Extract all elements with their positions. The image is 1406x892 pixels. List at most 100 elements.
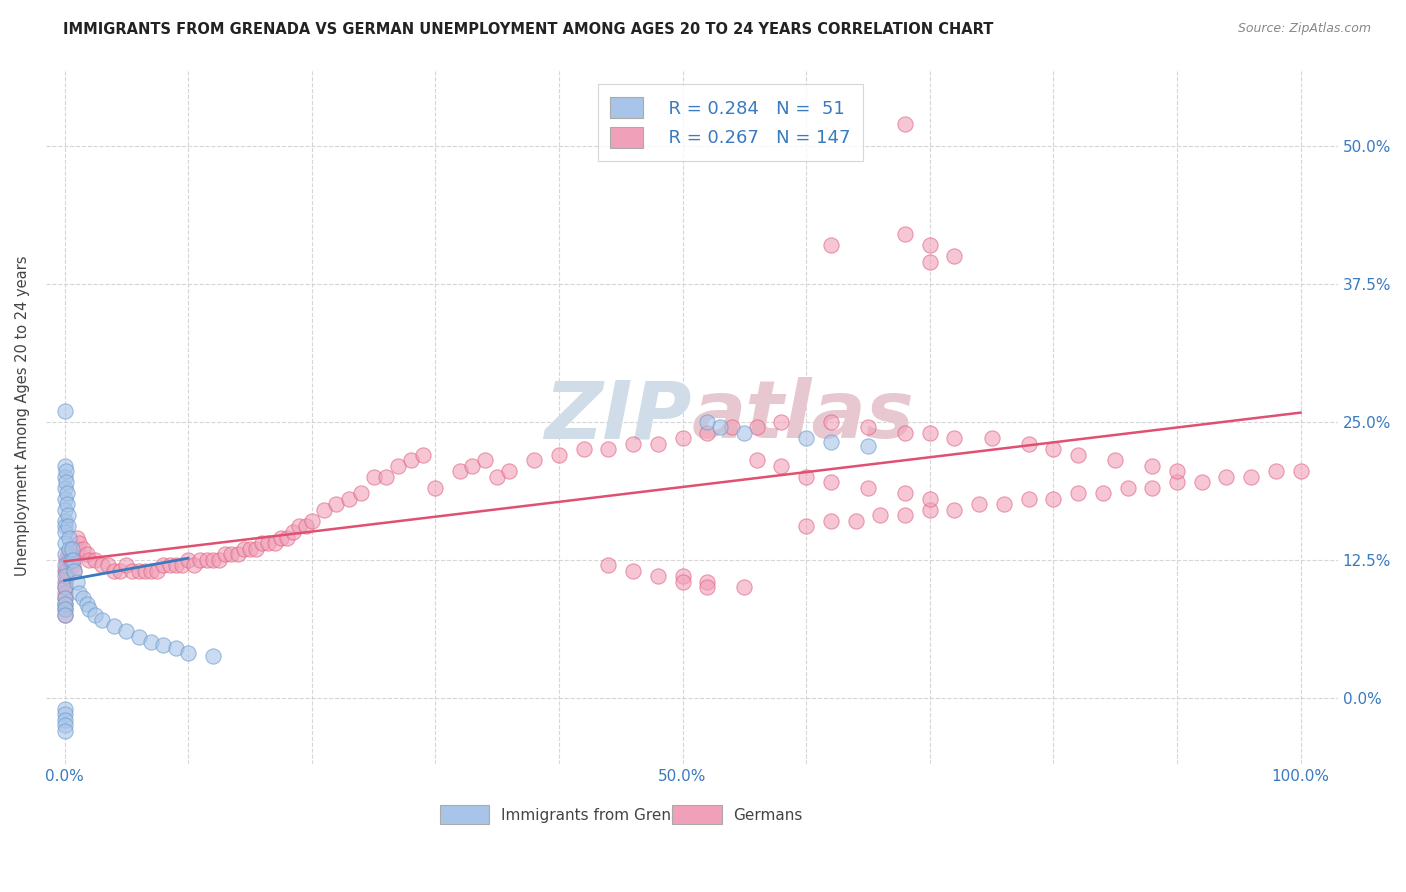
Point [918, 238, 941, 252]
Point [980, 431, 1002, 445]
Point [270, 531, 292, 545]
Point [474, 453, 496, 467]
Point [257, 536, 280, 550]
Point [90, 558, 112, 573]
Point [252, 536, 274, 550]
Point [820, 514, 842, 528]
Bar [672, 805, 721, 824]
Point [77, 602, 100, 616]
Point [696, 580, 718, 594]
Point [486, 470, 509, 484]
Point [498, 464, 520, 478]
Point [794, 519, 817, 533]
Text: IMMIGRANTS FROM GRENADA VS GERMAN UNEMPLOYMENT AMONG AGES 20 TO 24 YEARS CORRELA: IMMIGRANTS FROM GRENADA VS GERMAN UNEMPL… [63, 22, 994, 37]
Point [276, 531, 298, 545]
Point [598, 558, 620, 573]
Text: Immigrants from Grenada: Immigrants from Grenada [501, 808, 699, 823]
Point [918, 425, 941, 440]
Point [170, 558, 193, 573]
Point [66, 574, 89, 589]
Point [1104, 453, 1126, 467]
Point [794, 470, 817, 484]
Point [894, 425, 917, 440]
Point [134, 564, 156, 578]
Point [128, 564, 150, 578]
Point [159, 558, 181, 573]
Point [97, 558, 120, 573]
Point [53, 602, 76, 616]
Point [221, 547, 243, 561]
Point [301, 514, 323, 528]
Text: Source: ZipAtlas.com: Source: ZipAtlas.com [1237, 22, 1371, 36]
Point [62, 558, 84, 573]
Point [55, 475, 77, 490]
Point [55, 564, 77, 578]
Point [245, 541, 267, 556]
Point [337, 491, 360, 506]
Point [53, 569, 76, 583]
Point [53, 723, 76, 738]
Point [190, 552, 212, 566]
Point [1042, 442, 1064, 457]
Point [1215, 470, 1237, 484]
Point [967, 497, 990, 511]
Point [195, 552, 218, 566]
Point [59, 552, 82, 566]
Point [1018, 436, 1040, 450]
Point [943, 431, 966, 445]
Point [56, 497, 79, 511]
Point [58, 531, 80, 545]
Point [53, 718, 76, 732]
Point [856, 439, 879, 453]
Point [721, 420, 744, 434]
Point [103, 564, 125, 578]
Point [53, 580, 76, 594]
Point [820, 434, 842, 449]
Point [183, 558, 205, 573]
Point [794, 431, 817, 445]
Point [66, 541, 89, 556]
Point [62, 552, 84, 566]
Point [294, 519, 316, 533]
Point [1142, 481, 1164, 495]
Point [53, 585, 76, 599]
Point [918, 254, 941, 268]
Point [76, 597, 98, 611]
Point [696, 425, 718, 440]
Point [1042, 491, 1064, 506]
Point [671, 431, 693, 445]
Point [59, 547, 82, 561]
Point [387, 458, 409, 473]
Point [53, 580, 76, 594]
Point [53, 458, 76, 473]
Point [745, 420, 768, 434]
Point [918, 503, 941, 517]
Point [1191, 475, 1213, 490]
Point [108, 564, 131, 578]
Point [152, 558, 174, 573]
Point [696, 415, 718, 429]
Point [918, 491, 941, 506]
Point [84, 552, 107, 566]
Point [53, 597, 76, 611]
Point [63, 564, 86, 578]
Point [58, 547, 80, 561]
Point [363, 470, 385, 484]
Point [58, 552, 80, 566]
Point [820, 475, 842, 490]
Point [214, 547, 236, 561]
Point [1067, 448, 1090, 462]
Point [894, 486, 917, 500]
Point [671, 574, 693, 589]
Point [283, 524, 305, 539]
Point [733, 425, 755, 440]
Point [226, 547, 249, 561]
Point [312, 503, 335, 517]
Point [894, 117, 917, 131]
Point [53, 547, 76, 561]
Point [1166, 475, 1188, 490]
Point [58, 541, 80, 556]
Point [1264, 464, 1286, 478]
Point [56, 569, 79, 583]
Point [58, 519, 80, 533]
